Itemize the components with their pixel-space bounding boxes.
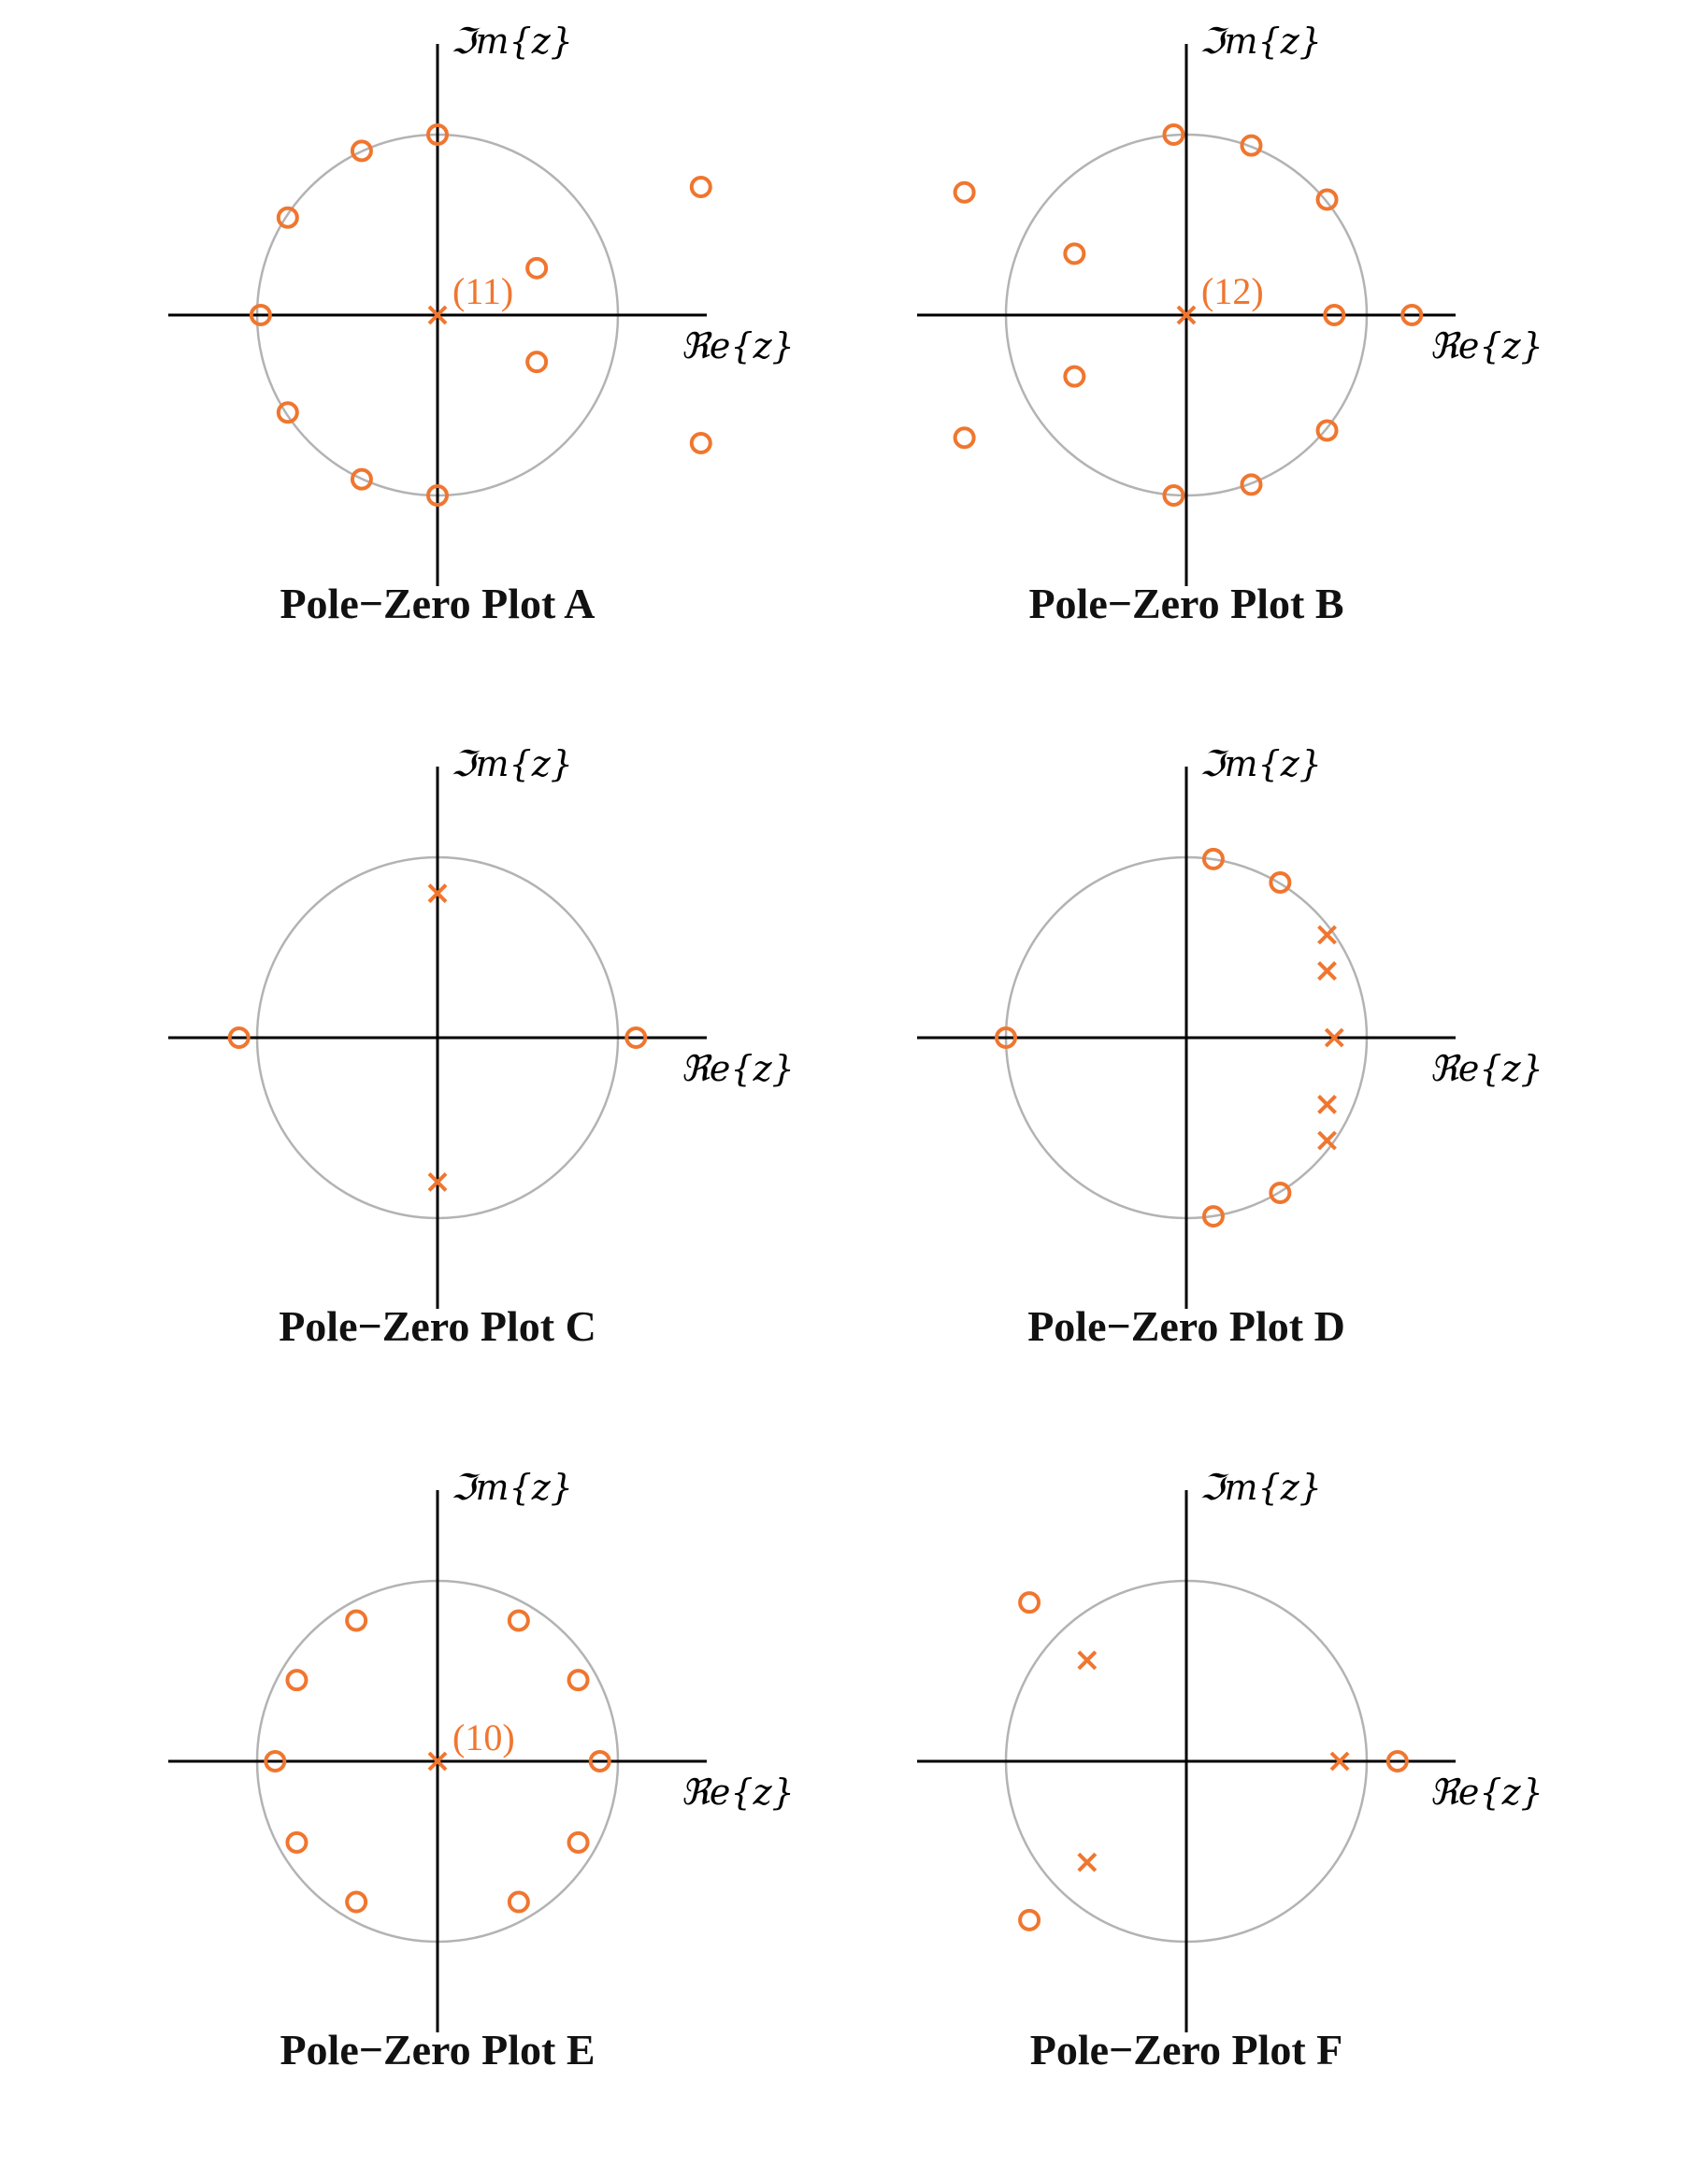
pole-zero-plot-a: ℑm{z} ℜe{z} (11) Pole−Zero Plot A (168, 21, 795, 627)
zero-marker (1323, 304, 1346, 326)
zero-marker (1240, 134, 1263, 157)
imaginary-axis-label: ℑm{z} (451, 1467, 573, 1508)
zero-marker (426, 484, 449, 507)
pole-marker (427, 1751, 448, 1772)
real-axis-label: ℜe{z} (681, 1048, 795, 1089)
imaginary-axis-label: ℑm{z} (1199, 1467, 1322, 1508)
zero-marker (953, 180, 976, 204)
zero-marker (285, 1830, 309, 1854)
zero-marker (1201, 1205, 1225, 1228)
zero-marker (426, 123, 449, 146)
zero-marker (1063, 365, 1086, 388)
pole-marker (1324, 1027, 1344, 1048)
pole-marker (427, 1171, 448, 1192)
zero-marker (588, 1750, 611, 1772)
zero-marker (1269, 1181, 1292, 1204)
pole-marker (1329, 1751, 1350, 1772)
real-axis-label: ℜe{z} (1429, 325, 1543, 366)
real-axis-label: ℜe{z} (1429, 1048, 1543, 1089)
pole-marker (1317, 1094, 1337, 1114)
pole-marker (1317, 1130, 1337, 1151)
zero-marker (350, 139, 373, 163)
imaginary-axis-label: ℑm{z} (451, 21, 573, 62)
zero-marker (264, 1750, 287, 1772)
pole-zero-plot-d: ℑm{z} ℜe{z} Pole−Zero Plot D (917, 743, 1543, 1350)
imaginary-axis-label: ℑm{z} (1199, 21, 1322, 62)
zero-marker (1018, 1591, 1041, 1614)
zero-marker (1162, 484, 1185, 507)
zero-marker (953, 426, 976, 450)
plot-title-d: Pole−Zero Plot D (1027, 1302, 1345, 1350)
zero-marker (689, 432, 712, 455)
zero-marker (1400, 304, 1424, 326)
pole-marker (1317, 961, 1337, 982)
zero-marker (624, 1026, 648, 1049)
zero-marker (1063, 242, 1086, 265)
pole-zero-plot-b: ℑm{z} ℜe{z} (12) Pole−Zero Plot B (917, 21, 1543, 627)
zero-marker (1201, 847, 1225, 870)
zero-marker (1162, 123, 1185, 146)
plot-title-e: Pole−Zero Plot E (280, 2026, 595, 2074)
pole-order-label: (10) (452, 1716, 515, 1758)
zero-marker (1269, 871, 1292, 895)
zero-marker (1018, 1908, 1041, 1931)
pole-order-label: (11) (452, 270, 513, 312)
pole-marker (427, 305, 448, 325)
zero-marker (689, 175, 712, 198)
plot-title-b: Pole−Zero Plot B (1028, 580, 1343, 627)
pole-zero-plot-e: ℑm{z} ℜe{z} (10) Pole−Zero Plot E (168, 1467, 795, 2074)
plot-title-c: Pole−Zero Plot C (279, 1302, 596, 1350)
pole-zero-plot-c: ℑm{z} ℜe{z} Pole−Zero Plot C (168, 743, 795, 1350)
zero-marker (285, 1669, 309, 1692)
plot-title-f: Pole−Zero Plot F (1030, 2026, 1343, 2074)
zero-marker (276, 401, 299, 424)
pole-marker (1317, 925, 1337, 945)
pole-marker (1077, 1852, 1098, 1873)
zero-marker (249, 304, 272, 326)
real-axis-label: ℜe{z} (681, 325, 795, 366)
zero-marker (350, 467, 373, 491)
zero-marker (525, 351, 549, 374)
zero-marker (227, 1026, 251, 1049)
zero-marker (525, 256, 549, 280)
zero-marker (276, 206, 299, 229)
pole-marker (1176, 305, 1197, 325)
real-axis-label: ℜe{z} (1429, 1772, 1543, 1813)
zero-marker (507, 1609, 530, 1632)
real-axis-label: ℜe{z} (681, 1772, 795, 1813)
pole-zero-plot-f: ℑm{z} ℜe{z} Pole−Zero Plot F (917, 1467, 1543, 2074)
zero-marker (567, 1830, 590, 1854)
zero-marker (345, 1890, 368, 1914)
imaginary-axis-label: ℑm{z} (1199, 743, 1322, 784)
zero-marker (507, 1890, 530, 1914)
pole-order-label: (12) (1201, 270, 1264, 312)
plot-title-a: Pole−Zero Plot A (280, 580, 595, 627)
pole-marker (427, 883, 448, 904)
zero-marker (1240, 473, 1263, 496)
zero-marker (345, 1609, 368, 1632)
zero-marker (1315, 419, 1339, 442)
zero-marker (1385, 1750, 1409, 1772)
zero-marker (995, 1026, 1017, 1049)
zero-marker (1315, 188, 1339, 211)
zero-marker (567, 1669, 590, 1692)
imaginary-axis-label: ℑm{z} (451, 743, 573, 784)
pole-marker (1077, 1650, 1098, 1671)
